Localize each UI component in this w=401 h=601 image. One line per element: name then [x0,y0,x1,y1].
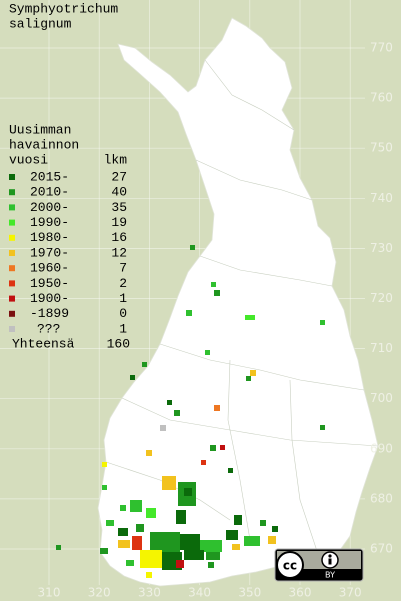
legend-total-label: Yhteensä [12,337,75,352]
x-label: 340 [188,586,211,600]
y-label: 700 [370,391,393,405]
y-label: 690 [370,441,393,455]
y-label: 740 [370,191,393,205]
legend-count: 12 [111,245,127,260]
legend-count: 35 [111,200,127,215]
legend-count: 7 [119,261,127,276]
legend-total: 160 [107,337,130,352]
y-label: 770 [370,41,393,55]
legend-label: -1899 [30,306,69,321]
y-label: 750 [370,141,393,155]
y-label: 720 [370,291,393,305]
legend-label: ??? [37,321,60,336]
legend-count: 19 [111,215,127,230]
license-badge: cc BY [274,548,364,582]
legend-label: 1900- [30,291,69,306]
legend-label: 1970- [30,245,69,260]
y-label: 710 [370,341,393,355]
legend-swatch [9,326,15,332]
legend-swatch [9,295,15,302]
legend-swatch [9,280,15,287]
x-label: 370 [339,586,362,600]
legend-label: 2010- [30,185,69,200]
y-label: 730 [370,241,393,255]
legend-col-period: vuosi [9,152,48,167]
legend-header: havainnon [9,137,79,152]
occurrence-squares [56,245,325,578]
y-label: 760 [370,91,393,105]
x-label: 360 [289,586,312,600]
legend-label: 2015- [30,169,69,184]
title-line: salignum [9,16,72,31]
region-borders [105,59,379,561]
legend-count: 1 [119,291,127,306]
legend-count: 27 [111,169,127,184]
legend: 2015- 27 2010- 40 2000- 35 1990- 19 1980- 16 1970-… [9,169,130,352]
legend-label: 1950- [30,276,69,291]
legend-swatch [9,204,15,211]
legend-count: 0 [119,306,127,321]
legend-swatch [9,234,15,241]
x-label: 330 [138,586,161,600]
legend-count: 1 [119,321,127,336]
license-label: BY [325,571,335,580]
legend-label: 1960- [30,261,69,276]
legend-count: 2 [119,276,127,291]
x-label: 320 [88,586,111,600]
legend-col-count: lkm [104,152,128,167]
legend-count: 40 [111,185,127,200]
legend-swatch [9,174,15,180]
svg-text:cc: cc [283,559,297,573]
legend-swatch [9,310,15,317]
legend-count: 16 [111,230,127,245]
legend-swatch [9,250,15,256]
legend-swatch [9,189,15,196]
legend-label: 2000- [30,200,69,215]
legend-header: Uusimman [9,122,71,137]
x-label: 350 [238,586,261,600]
legend-swatch [9,219,15,226]
legend-label: 1980- [30,230,69,245]
x-label: 310 [38,586,61,600]
y-label: 680 [370,491,393,505]
legend-label: 1990- [30,215,69,230]
y-label: 670 [370,542,393,556]
legend-swatch [9,265,15,272]
title-line: Symphyotrichum [9,1,118,16]
